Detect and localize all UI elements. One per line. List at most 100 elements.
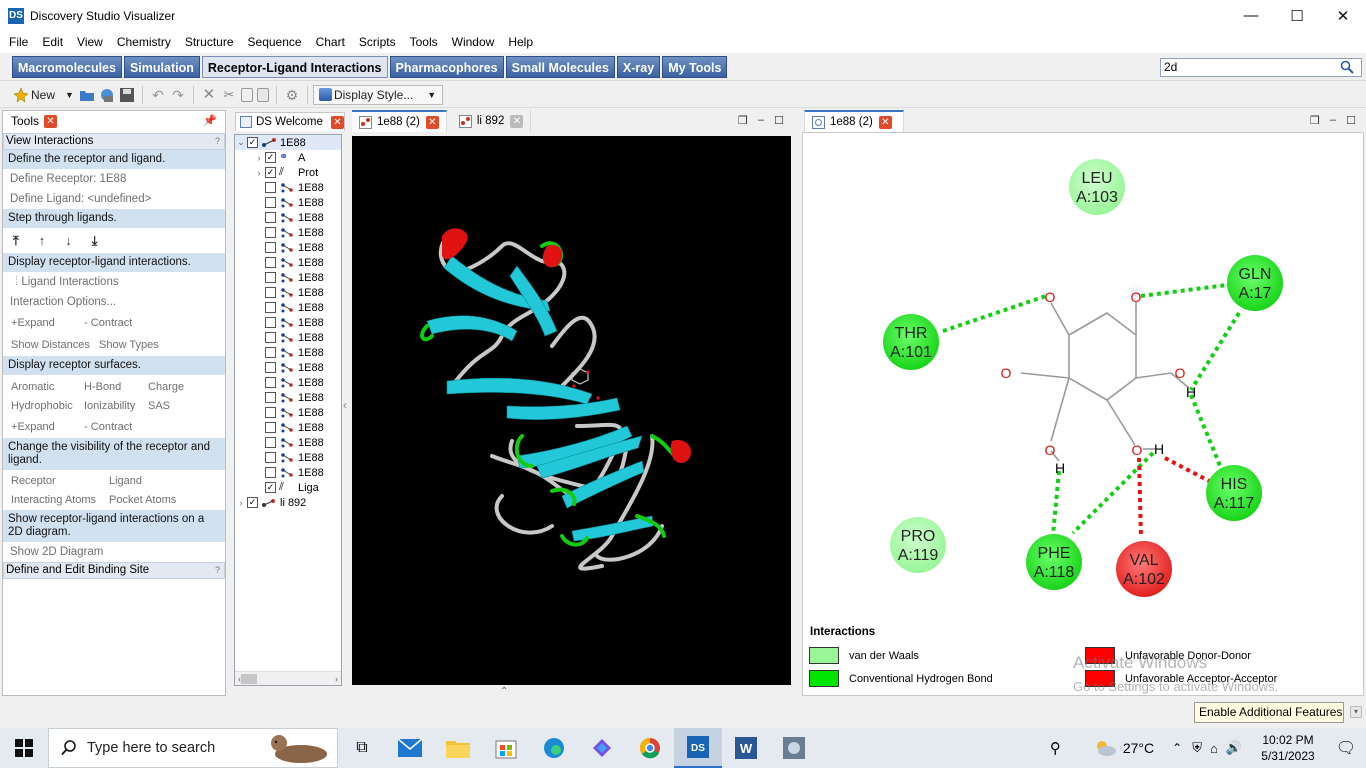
tree-checkbox[interactable]: ✓ xyxy=(247,137,258,148)
ribbon-tab-pharmacophores[interactable]: Pharmacophores xyxy=(389,56,504,78)
residue-leu-circle[interactable] xyxy=(1069,159,1125,215)
tree-checkbox[interactable] xyxy=(265,287,276,298)
expand-chevron-icon[interactable]: › xyxy=(257,167,261,178)
first-ligand-icon[interactable]: ⤒ xyxy=(13,233,19,248)
help-icon[interactable]: ? xyxy=(214,136,220,146)
tree-row-ligand-conformer[interactable]: 1E88 xyxy=(235,420,341,435)
tree-checkbox[interactable] xyxy=(265,347,276,358)
tab-2d-close-icon[interactable]: ✕ xyxy=(878,115,892,129)
surface-charge-link[interactable]: Charge xyxy=(148,381,185,393)
visibility-interacting-atoms-link[interactable]: Interacting Atoms xyxy=(11,494,96,506)
ribbon-tab-my-tools[interactable]: My Tools xyxy=(662,56,728,78)
panel-splitter-up-icon[interactable]: ⌃ xyxy=(500,686,509,697)
3d-viewport[interactable] xyxy=(352,136,791,685)
visibility-receptor-link[interactable]: Receptor xyxy=(11,475,56,487)
maximize-window-icon[interactable]: ☐ xyxy=(774,115,784,127)
surface-ionizability-link[interactable]: Ionizability xyxy=(84,400,136,412)
residue-thr-circle[interactable] xyxy=(883,314,939,370)
cut-icon[interactable]: ✂ xyxy=(223,86,235,102)
restore-2d-window-icon[interactable]: ❐ xyxy=(1310,115,1320,127)
tree-row-ligand-conformer[interactable]: 1E88 xyxy=(235,255,341,270)
define-ligand-link[interactable]: Define Ligand: <undefined> xyxy=(10,193,152,205)
tree-horizontal-scrollbar[interactable]: ‹ › xyxy=(235,671,341,685)
restore-window-icon[interactable]: ❐ xyxy=(738,115,748,127)
menu-tools[interactable]: Tools xyxy=(409,35,438,49)
maximize-button[interactable]: ☐ xyxy=(1290,7,1304,25)
interaction-options-link[interactable]: Interaction Options... xyxy=(10,296,117,308)
scroll-right-icon[interactable]: › xyxy=(335,674,338,684)
search-icon[interactable] xyxy=(1340,60,1354,74)
tree-row-ligand-conformer[interactable]: 1E88 xyxy=(235,375,341,390)
tree-row-chain-a[interactable]: › ✓ ⚭ A xyxy=(235,150,341,165)
tree-checkbox[interactable]: ✓ xyxy=(265,482,276,493)
show-distances-link[interactable]: Show Distances xyxy=(11,339,90,351)
store-button[interactable] xyxy=(482,728,530,768)
expand-link-1[interactable]: +Expand xyxy=(11,312,81,334)
chrome-button[interactable] xyxy=(626,728,674,768)
tree-checkbox[interactable] xyxy=(265,242,276,253)
weather-temperature[interactable]: 27°C xyxy=(1122,740,1155,756)
open-url-icon[interactable] xyxy=(99,87,115,103)
copilot-button[interactable] xyxy=(578,728,626,768)
new-button[interactable]: New ▼ xyxy=(8,84,77,106)
menu-chart[interactable]: Chart xyxy=(315,35,345,49)
tree-row-li892[interactable]: › ✓ li 892 xyxy=(235,495,341,510)
tree-checkbox[interactable]: ✓ xyxy=(265,152,276,163)
ribbon-tab-macromolecules[interactable]: Macromolecules xyxy=(12,56,122,78)
tree-row-ligand-conformer[interactable]: 1E88 xyxy=(235,285,341,300)
open-folder-icon[interactable] xyxy=(79,87,95,103)
tree-checkbox[interactable] xyxy=(265,272,276,283)
pin-icon[interactable]: 📌 xyxy=(203,115,217,127)
menu-edit[interactable]: Edit xyxy=(42,35,64,49)
close-button[interactable]: ✕ xyxy=(1336,7,1350,25)
tree-row-ligand-conformer[interactable]: 1E88 xyxy=(235,405,341,420)
tab-1e88[interactable]: 1e88 (2) ✕ xyxy=(352,110,447,132)
minimize-2d-window-icon[interactable]: – xyxy=(1329,114,1336,126)
tree-row-ligand-conformer[interactable]: 1E88 xyxy=(235,225,341,240)
new-dropdown-icon[interactable]: ▼ xyxy=(65,89,74,100)
tree-row-ligand-conformer[interactable]: 1E88 xyxy=(235,180,341,195)
tab-li892-close-icon[interactable]: ✕ xyxy=(510,114,524,128)
contract-link-2[interactable]: - Contract xyxy=(81,416,132,438)
visibility-ligand-link[interactable]: Ligand xyxy=(109,475,143,487)
tree-row-ligand-conformer[interactable]: 1E88 xyxy=(235,240,341,255)
contract-link-1[interactable]: - Contract xyxy=(81,312,132,334)
section-view-interactions[interactable]: View Interactions ? xyxy=(3,133,225,150)
tree-row-ligand-conformer[interactable]: 1E88 xyxy=(235,330,341,345)
tree-checkbox[interactable] xyxy=(265,407,276,418)
menu-sequence[interactable]: Sequence xyxy=(247,35,302,49)
copy-icon[interactable] xyxy=(240,87,253,102)
display-style-button[interactable]: Display Style... ▼ xyxy=(312,84,444,105)
menu-help[interactable]: Help xyxy=(508,35,533,49)
enable-additional-features-button[interactable]: Enable Additional Features xyxy=(1194,702,1344,723)
tree-row-ligand-conformer[interactable]: 1E88 xyxy=(235,300,341,315)
expand-chevron-icon[interactable]: › xyxy=(239,497,243,508)
scroll-thumb[interactable] xyxy=(241,674,257,684)
collapse-panel-icon[interactable]: ‹ xyxy=(343,398,347,412)
residue-pro-circle[interactable] xyxy=(890,517,946,573)
task-view-button[interactable]: ⧉ xyxy=(338,728,386,768)
tab-li892[interactable]: li 892 ✕ xyxy=(447,110,532,132)
settings-gear-icon[interactable]: ⚙ xyxy=(285,86,299,103)
tree-checkbox[interactable] xyxy=(265,302,276,313)
menu-view[interactable]: View xyxy=(77,35,103,49)
2d-interaction-diagram[interactable]: O O O O O O H H H LEU A:103 GLN A:17 THR… xyxy=(802,132,1364,696)
tree-row-ligand-conformer[interactable]: 1E88 xyxy=(235,195,341,210)
app-button[interactable] xyxy=(770,728,818,768)
notification-dropdown-icon[interactable]: ▾ xyxy=(1350,706,1362,718)
tab-2d-1e88[interactable]: 1e88 (2) ✕ xyxy=(804,110,904,132)
save-icon[interactable] xyxy=(119,87,135,103)
ds-welcome-tab[interactable]: DS Welcome ✕ xyxy=(235,112,345,131)
tree-row-ligand-conformer[interactable]: 1E88 xyxy=(235,435,341,450)
visibility-pocket-atoms-link[interactable]: Pocket Atoms xyxy=(109,494,177,506)
edge-browser-button[interactable] xyxy=(530,728,578,768)
tree-checkbox[interactable]: ✓ xyxy=(247,497,258,508)
tree-row-ligand-conformer[interactable]: 1E88 xyxy=(235,210,341,225)
people-icon[interactable]: ⚲ xyxy=(1049,740,1061,757)
tab-1e88-close-icon[interactable]: ✕ xyxy=(425,115,439,129)
windows-start-button[interactable] xyxy=(0,728,48,768)
tree-row-ligand-conformer[interactable]: 1E88 xyxy=(235,315,341,330)
word-button[interactable]: W xyxy=(722,728,770,768)
tree-row-ligand-conformer[interactable]: 1E88 xyxy=(235,450,341,465)
tree-checkbox[interactable] xyxy=(265,437,276,448)
